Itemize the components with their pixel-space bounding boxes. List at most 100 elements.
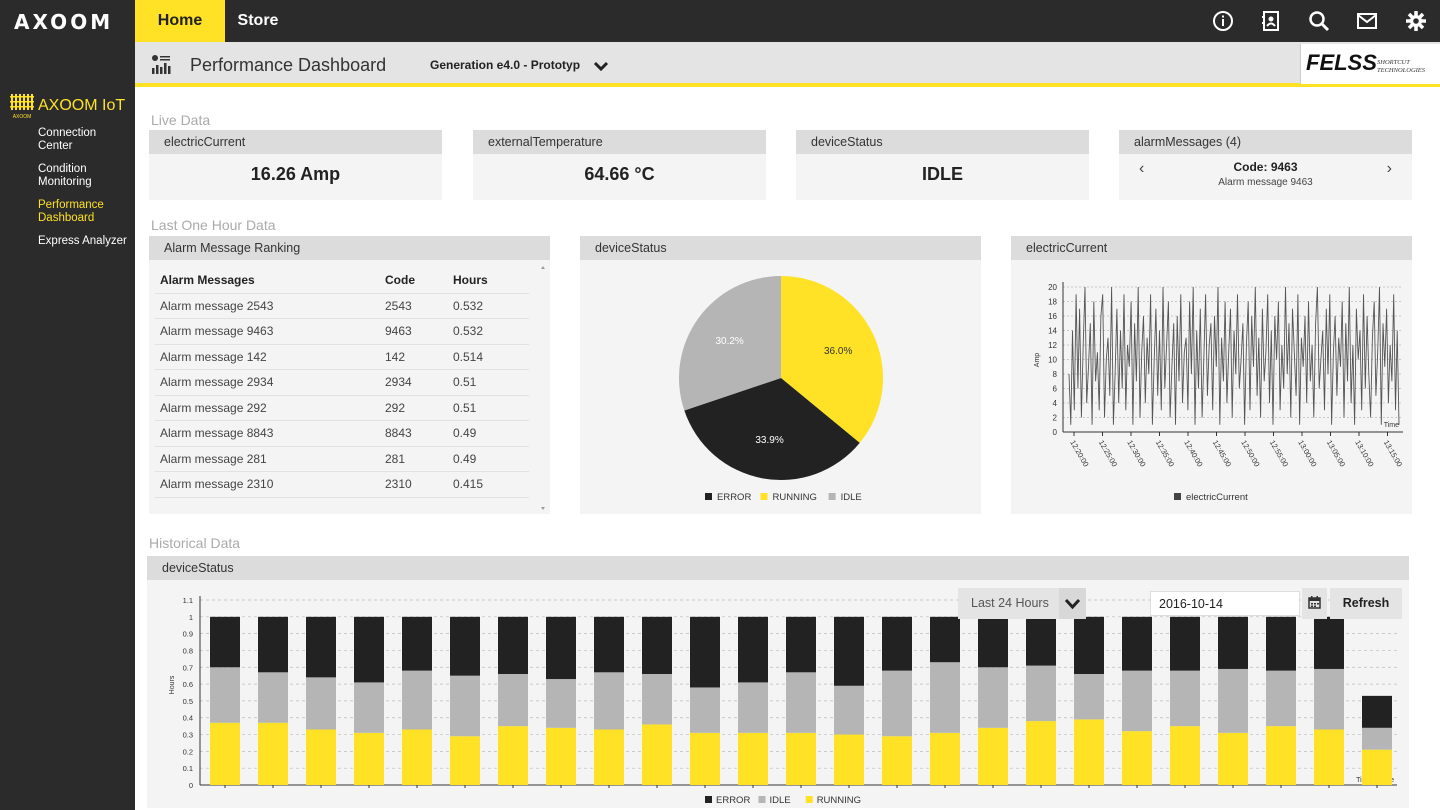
bar-running [258, 722, 288, 785]
cell-hours: 0.514 [448, 344, 529, 370]
electric-current-card: electricCurrent 16.26 Amp [149, 130, 442, 200]
bar-error [1314, 616, 1344, 669]
column-header-code[interactable]: Code [380, 268, 448, 294]
bar-running [1314, 729, 1344, 785]
bar-error [402, 616, 432, 671]
bar-idle [1266, 670, 1296, 727]
x-tick-label: 13:10:00 [1353, 439, 1375, 469]
bar-error [690, 616, 720, 688]
bar-error [1170, 616, 1200, 671]
cell-alarm: Alarm message 281 [155, 446, 380, 472]
cell-hours: 0.532 [448, 293, 529, 319]
pie-slice-idle [679, 276, 781, 411]
pie-slice-running [781, 276, 884, 443]
table-row[interactable]: Alarm message 2543 2543 0.532 [155, 293, 529, 319]
cell-code: 2310 [380, 471, 448, 498]
bar-running [210, 722, 240, 785]
x-tick-label: 12:55:00 [1268, 439, 1290, 469]
bar-error [354, 616, 384, 683]
temperature-card: externalTemperature 64.66 °C [473, 130, 766, 200]
pie-label: 36.0% [824, 346, 852, 357]
cell-code: 281 [380, 446, 448, 472]
chevron-down-icon[interactable] [1059, 588, 1086, 619]
table-scrollbar[interactable] [539, 264, 547, 512]
felss-logo-sub1: SHORTCUT [1377, 59, 1410, 66]
generation-select[interactable]: Generation e4.0 - Prototyp [430, 58, 581, 72]
y-tick-label: 16 [1048, 312, 1057, 321]
section-last-hour: Last One Hour Data [151, 217, 276, 233]
y-tick-label: 0.7 [183, 663, 193, 672]
search-icon[interactable] [1308, 10, 1330, 32]
gear-icon[interactable] [1405, 10, 1427, 32]
table-row[interactable]: Alarm message 2934 2934 0.51 [155, 369, 529, 396]
cell-hours: 0.532 [448, 318, 529, 345]
alarm-ranking-table: Alarm Messages Code Hours Alarm message … [155, 268, 529, 498]
x-tick-label: 12:25:00 [1097, 439, 1119, 469]
legend-swatch [705, 493, 712, 500]
sidebar-item-condition-monitoring[interactable]: Condition Monitoring [38, 163, 92, 188]
contacts-icon[interactable] [1260, 10, 1282, 32]
table-row[interactable]: Alarm message 2310 2310 0.415 [155, 471, 529, 498]
table-row[interactable]: Alarm message 292 292 0.51 [155, 395, 529, 421]
column-header-alarm[interactable]: Alarm Messages [155, 268, 380, 294]
iot-grid-icon: AXOOM [10, 94, 34, 120]
y-tick-label: 0.9 [183, 630, 193, 639]
legend-swatch [760, 493, 768, 500]
table-row[interactable]: Alarm message 281 281 0.49 [155, 446, 529, 472]
chevron-down-icon[interactable] [593, 60, 609, 72]
table-row[interactable]: Alarm message 8843 8843 0.49 [155, 420, 529, 447]
info-icon[interactable] [1212, 10, 1234, 32]
legend-swatch [1174, 493, 1181, 500]
bar-error [258, 616, 288, 673]
table-row[interactable]: Alarm message 142 142 0.514 [155, 344, 529, 370]
sidebar-item-performance-dashboard[interactable]: Performance Dashboard [38, 199, 104, 224]
time-range-value: Last 24 Hours [971, 596, 1049, 610]
nav-store-tab[interactable]: Store [237, 12, 279, 29]
card-title: deviceStatus [147, 556, 1409, 580]
table-row[interactable]: Alarm message 9463 9463 0.532 [155, 318, 529, 345]
y-tick-label: 0.5 [183, 697, 193, 706]
bar-running [834, 734, 864, 785]
cell-code: 292 [380, 395, 448, 421]
bar-error [1074, 616, 1104, 674]
device-status-pie-card: deviceStatus 36.0% 33.9% 30.2% ERROR RUNNING… [580, 236, 981, 514]
cell-alarm: Alarm message 142 [155, 344, 380, 370]
nav-home-tab[interactable]: Home [135, 0, 225, 42]
section-live-data: Live Data [151, 112, 211, 128]
top-bar: AXOOM Home Store [0, 0, 1440, 42]
felss-logo-text: FELSS [1306, 50, 1377, 75]
cell-alarm: Alarm message 292 [155, 395, 380, 421]
cell-alarm: Alarm message 2543 [155, 293, 380, 319]
date-input[interactable] [1150, 591, 1300, 616]
bar-error [498, 616, 528, 674]
iot-logo-text: AXOOM [13, 114, 32, 120]
sidebar-item-connection-center[interactable]: Connection Center [38, 127, 97, 152]
refresh-button[interactable]: Refresh [1330, 588, 1402, 619]
axoom-logo[interactable]: AXOOM [14, 10, 114, 34]
bar-idle [930, 662, 960, 733]
bar-error [882, 616, 912, 671]
cell-code: 2543 [380, 293, 448, 319]
y-tick-label: 0.2 [183, 747, 193, 756]
time-range-select[interactable]: Last 24 Hours [958, 588, 1086, 619]
bar-error [738, 616, 768, 683]
card-title: externalTemperature [473, 130, 766, 154]
felss-logo-sub2: TECHNOLOGIES [1377, 67, 1426, 74]
next-alarm-button[interactable]: › [1386, 160, 1392, 177]
column-header-hours[interactable]: Hours [448, 268, 529, 294]
bar-idle [1026, 665, 1056, 722]
y-tick-label: 0.6 [183, 680, 193, 689]
bar-idle [450, 675, 480, 737]
sidebar-item-express-analyzer[interactable]: Express Analyzer [38, 235, 127, 247]
bar-error [306, 616, 336, 678]
y-tick-label: 20 [1048, 283, 1057, 292]
bar-idle [1122, 670, 1152, 732]
cell-code: 2934 [380, 369, 448, 396]
legend-label: ERROR [717, 492, 751, 503]
mail-icon[interactable] [1356, 10, 1378, 32]
prev-alarm-button[interactable]: ‹ [1139, 160, 1145, 177]
cell-hours: 0.415 [448, 471, 529, 498]
bar-running [1074, 719, 1104, 785]
bar-idle [834, 685, 864, 735]
calendar-icon[interactable] [1302, 588, 1327, 619]
